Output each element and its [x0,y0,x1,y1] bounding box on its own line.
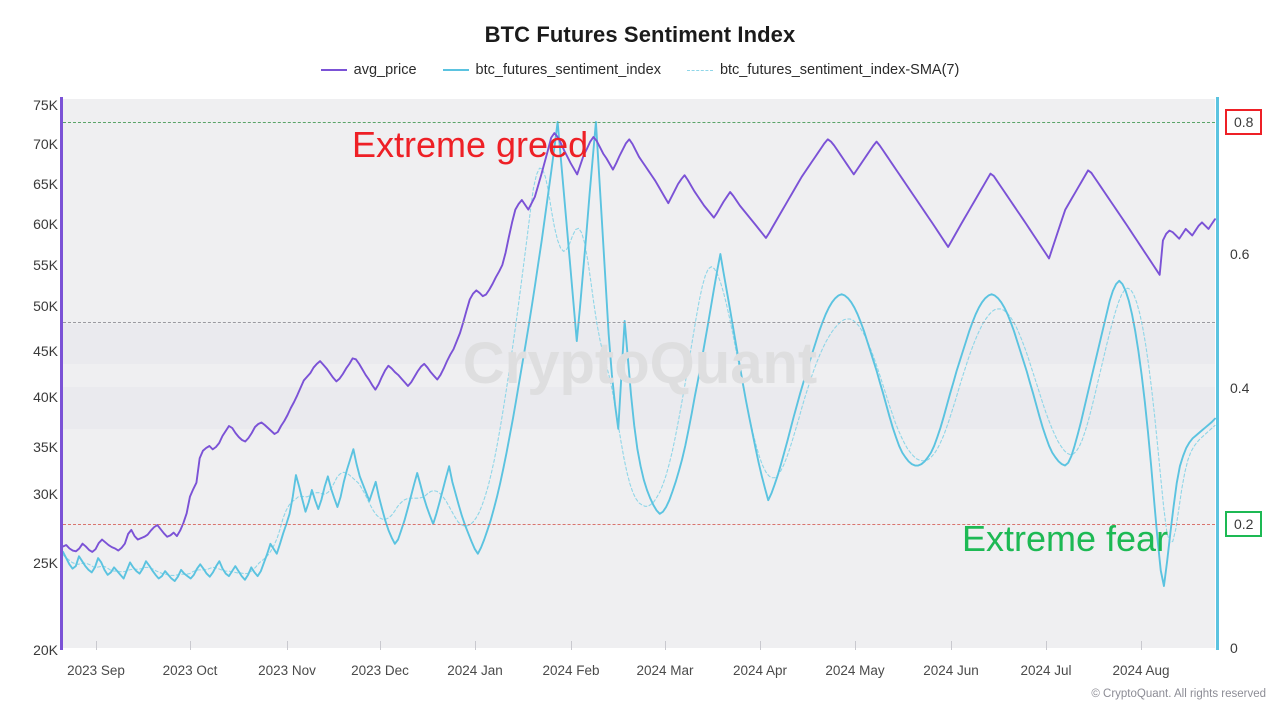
x-axis-tick: 2024 Feb [542,663,600,678]
x-axis-tick: 2024 Mar [636,663,694,678]
right-axis-line [1216,97,1219,650]
right-axis-tick: 0 [1230,640,1238,656]
x-axis-tickmark [665,641,666,650]
x-axis-tick: 2024 May [825,663,885,678]
right-axis-tick: 0.4 [1230,380,1250,396]
right-axis-tick: 0.6 [1230,246,1250,262]
legend-swatch-icon [320,69,347,71]
left-axis-tick: 60K [33,216,58,232]
chart-legend: avg_price btc_futures_sentiment_index btc_… [0,62,1280,78]
x-axis-tick: 2024 Apr [732,663,788,678]
x-axis-tickmark [190,641,191,650]
left-axis-tick: 75K [33,97,58,113]
extreme-greed-label: Extreme greed [352,124,589,165]
legend-label: avg_price [353,62,417,78]
left-axis-tick: 55K [33,257,58,273]
left-axis-tick: 35K [33,439,58,455]
copyright-footer: © CryptoQuant. All rights reserved [1091,688,1266,700]
plot-band-2 [63,387,1215,429]
neutral-threshold [63,322,1215,323]
x-axis-tickmark [475,641,476,650]
series-line-btc_futures_sentiment_index-SMA(7) [62,167,1216,577]
x-axis-tickmark [1141,641,1142,650]
series-line-btc_futures_sentiment_index [62,121,1216,587]
x-axis-tickmark [287,641,288,650]
left-axis-tick: 20K [33,642,58,658]
series-canvas [62,121,1216,587]
x-axis-tickmark [96,641,97,650]
legend-sentiment[interactable]: btc_futures_sentiment_index [442,62,661,78]
legend-swatch-icon [442,69,469,71]
left-axis-tick: 30K [33,486,58,502]
x-axis-tick: 2024 Aug [1112,663,1170,678]
x-axis-tickmark [855,641,856,650]
page-title: BTC Futures Sentiment Index [484,22,796,47]
left-axis-tick: 70K [33,136,58,152]
left-axis-tick: 40K [33,389,58,405]
right-axis-tick-highlighted: 0.8 [1225,109,1263,135]
x-axis-tickmark [951,641,952,650]
left-axis-line [60,97,63,650]
x-axis-tick: 2023 Oct [162,663,218,678]
x-axis-tick: 2024 Jun [923,663,979,678]
left-axis-tick: 65K [33,176,58,192]
right-axis-tick-highlighted: 0.2 [1225,511,1263,537]
x-axis-tickmark [1046,641,1047,650]
extreme-fear-label: Extreme fear [962,518,1169,559]
greed-threshold [63,122,1215,123]
x-axis-tick: 2023 Dec [351,663,409,678]
x-axis-tick: 2023 Sep [67,663,125,678]
plot-area [62,99,1216,648]
legend-label: btc_futures_sentiment_index [475,62,661,78]
left-axis-tick: 25K [33,555,58,571]
left-axis-tick: 45K [33,343,58,359]
series-line-avg_price [62,132,1216,553]
x-axis-tickmark [760,641,761,650]
legend-avg-price[interactable]: avg_price [320,62,417,78]
x-axis-tickmark [571,641,572,650]
left-axis-tick: 50K [33,298,58,314]
x-axis-tickmark [380,641,381,650]
x-axis-tick: 2023 Nov [258,663,316,678]
fear-threshold [63,524,1215,525]
watermark: CryptoQuant [462,331,818,396]
legend-sentiment-sma[interactable]: btc_futures_sentiment_index-SMA(7) [686,62,960,78]
legend-swatch-icon [686,69,713,71]
legend-label: btc_futures_sentiment_index-SMA(7) [719,62,960,78]
x-axis-tick: 2024 Jan [447,663,503,678]
x-axis-tick: 2024 Jul [1020,663,1072,678]
